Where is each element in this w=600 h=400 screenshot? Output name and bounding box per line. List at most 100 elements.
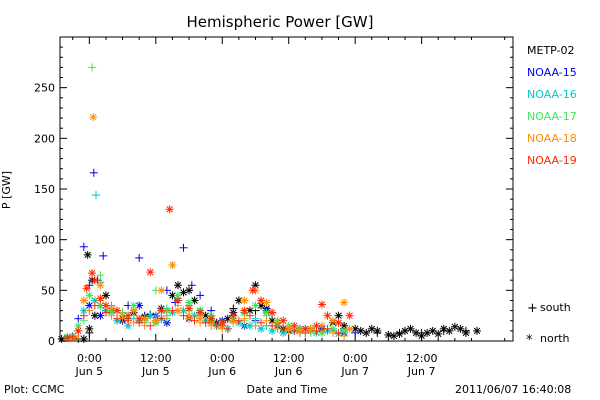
marker-stroke [230, 312, 237, 319]
data-point-north [179, 288, 188, 297]
data-point-south [91, 191, 100, 200]
data-point-south [223, 324, 232, 333]
marker-stroke [88, 269, 96, 277]
marker-stroke [346, 325, 353, 333]
marker-stroke [80, 297, 88, 304]
marker-stroke [135, 315, 143, 322]
data-point-north [234, 296, 243, 305]
marker-stroke [263, 309, 270, 316]
data-point-south [340, 331, 349, 340]
marker-stroke [219, 319, 226, 326]
marker-stroke [108, 305, 115, 312]
marker-stroke [147, 312, 154, 319]
data-point-north [173, 296, 182, 305]
data-point-north [157, 306, 166, 315]
data-point-south [351, 328, 360, 337]
marker-stroke [241, 307, 248, 314]
data-point-north [279, 316, 288, 325]
data-point-north [373, 326, 382, 335]
marker-stroke [86, 302, 93, 309]
data-point-north [340, 298, 349, 307]
marker-stroke [97, 295, 104, 302]
marker-stroke [257, 302, 265, 309]
marker-stroke [63, 334, 71, 342]
data-point-north [345, 324, 354, 333]
data-point-north [113, 306, 122, 315]
y-axis: 0 50 100 150 200 250 [34, 46, 513, 348]
marker-stroke [202, 312, 209, 319]
data-point-south [234, 316, 243, 325]
legend-entry: NOAA-15 [527, 66, 577, 79]
marker-stroke [174, 292, 182, 299]
marker-stroke [257, 325, 265, 333]
data-point-south [196, 291, 205, 300]
marker-stroke [174, 282, 182, 289]
data-point-north [268, 308, 277, 317]
y-tick-label: 250 [34, 82, 55, 95]
data-point-north [135, 314, 144, 323]
marker-stroke [91, 312, 99, 319]
data-point-north [151, 316, 160, 325]
data-point-north [90, 276, 99, 285]
data-point-north [290, 321, 299, 330]
marker-stroke [340, 322, 348, 330]
marker-stroke [440, 325, 448, 333]
data-point-south [201, 318, 210, 327]
marker-stroke [263, 299, 270, 306]
marker-legend-north-symbol: * [526, 333, 533, 348]
data-point-north [218, 318, 227, 327]
data-point-south [179, 243, 188, 252]
data-point-south [190, 316, 199, 325]
marker-stroke [97, 302, 104, 309]
data-point-north [57, 334, 66, 343]
marker-stroke [329, 325, 337, 333]
x-tick-label-date: Jun 6 [274, 365, 303, 378]
data-point-north [89, 113, 98, 122]
marker-stroke [302, 325, 309, 333]
data-point-north [79, 334, 88, 343]
data-point-north [129, 306, 138, 315]
marker-stroke [435, 330, 442, 338]
marker-stroke [174, 307, 182, 314]
marker-stroke [163, 319, 171, 326]
data-point-south [135, 253, 144, 262]
legend-entry: NOAA-16 [527, 88, 577, 101]
marker-stroke [246, 322, 254, 330]
marker-stroke [86, 325, 93, 333]
data-point-south [245, 311, 254, 320]
marker-stroke [83, 285, 90, 292]
data-point-north [118, 311, 127, 320]
data-point-south [187, 281, 196, 290]
legend-entry: NOAA-18 [527, 132, 577, 145]
data-point-north [445, 326, 454, 335]
data-point-north [165, 205, 174, 214]
data-point-north [323, 311, 332, 320]
x-tick-label-date: Jun 7 [407, 365, 436, 378]
marker-stroke [368, 325, 376, 333]
marker-stroke [374, 327, 381, 335]
marker-stroke [307, 325, 315, 333]
marker-stroke [80, 335, 88, 343]
data-point-north [401, 326, 410, 335]
x-tick-label-time: 12:00 [273, 352, 305, 365]
x-tick-label-time: 0:00 [77, 352, 102, 365]
marker-stroke [135, 302, 143, 309]
data-point-south [279, 324, 288, 333]
marker-stroke [446, 327, 453, 335]
marker-stroke [396, 330, 403, 338]
data-point-north [173, 281, 182, 290]
marker-stroke [166, 206, 173, 213]
marker-stroke [429, 327, 436, 335]
data-point-north [384, 330, 393, 339]
plot-credit: Plot: CCMC [4, 383, 65, 396]
data-point-north [412, 328, 421, 337]
marker-stroke [418, 332, 425, 340]
marker-stroke [169, 292, 176, 299]
marker-stroke [102, 302, 110, 309]
data-point-south [334, 328, 343, 337]
x-tick-label-time: 0:00 [210, 352, 235, 365]
data-point-north [96, 311, 105, 320]
data-point-north [428, 326, 437, 335]
data-point-north [423, 328, 432, 337]
